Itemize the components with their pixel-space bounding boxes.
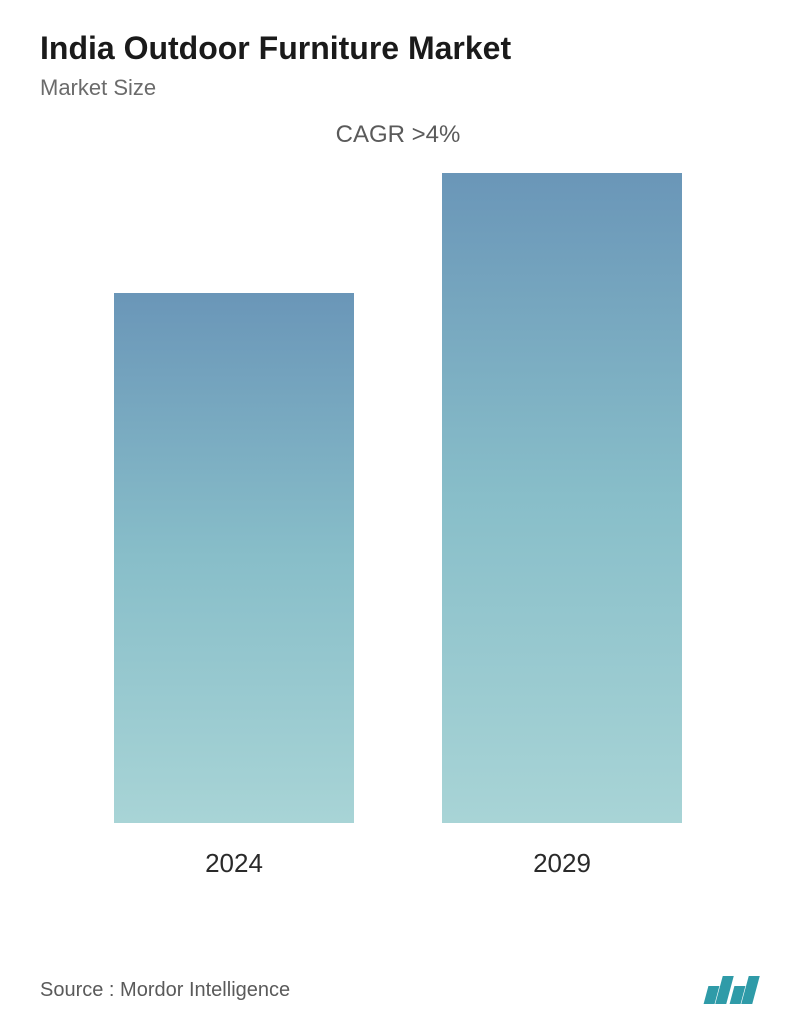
chart-subtitle: Market Size <box>40 75 756 101</box>
logo-bar-icon <box>741 976 760 1004</box>
footer: Source : Mordor Intelligence <box>40 976 756 1004</box>
cagr-label: CAGR >4% <box>40 121 756 149</box>
chart-area: 2024 2029 <box>40 199 756 879</box>
bar-group-2029: 2029 <box>442 173 682 879</box>
chart-title: India Outdoor Furniture Market <box>40 30 756 67</box>
bar-label-2029: 2029 <box>533 848 591 879</box>
bar-2029 <box>442 173 682 823</box>
brand-logo <box>706 976 756 1004</box>
bar-label-2024: 2024 <box>205 848 263 879</box>
source-text: Source : Mordor Intelligence <box>40 979 290 1002</box>
bar-2024 <box>114 293 354 823</box>
bar-group-2024: 2024 <box>114 293 354 879</box>
